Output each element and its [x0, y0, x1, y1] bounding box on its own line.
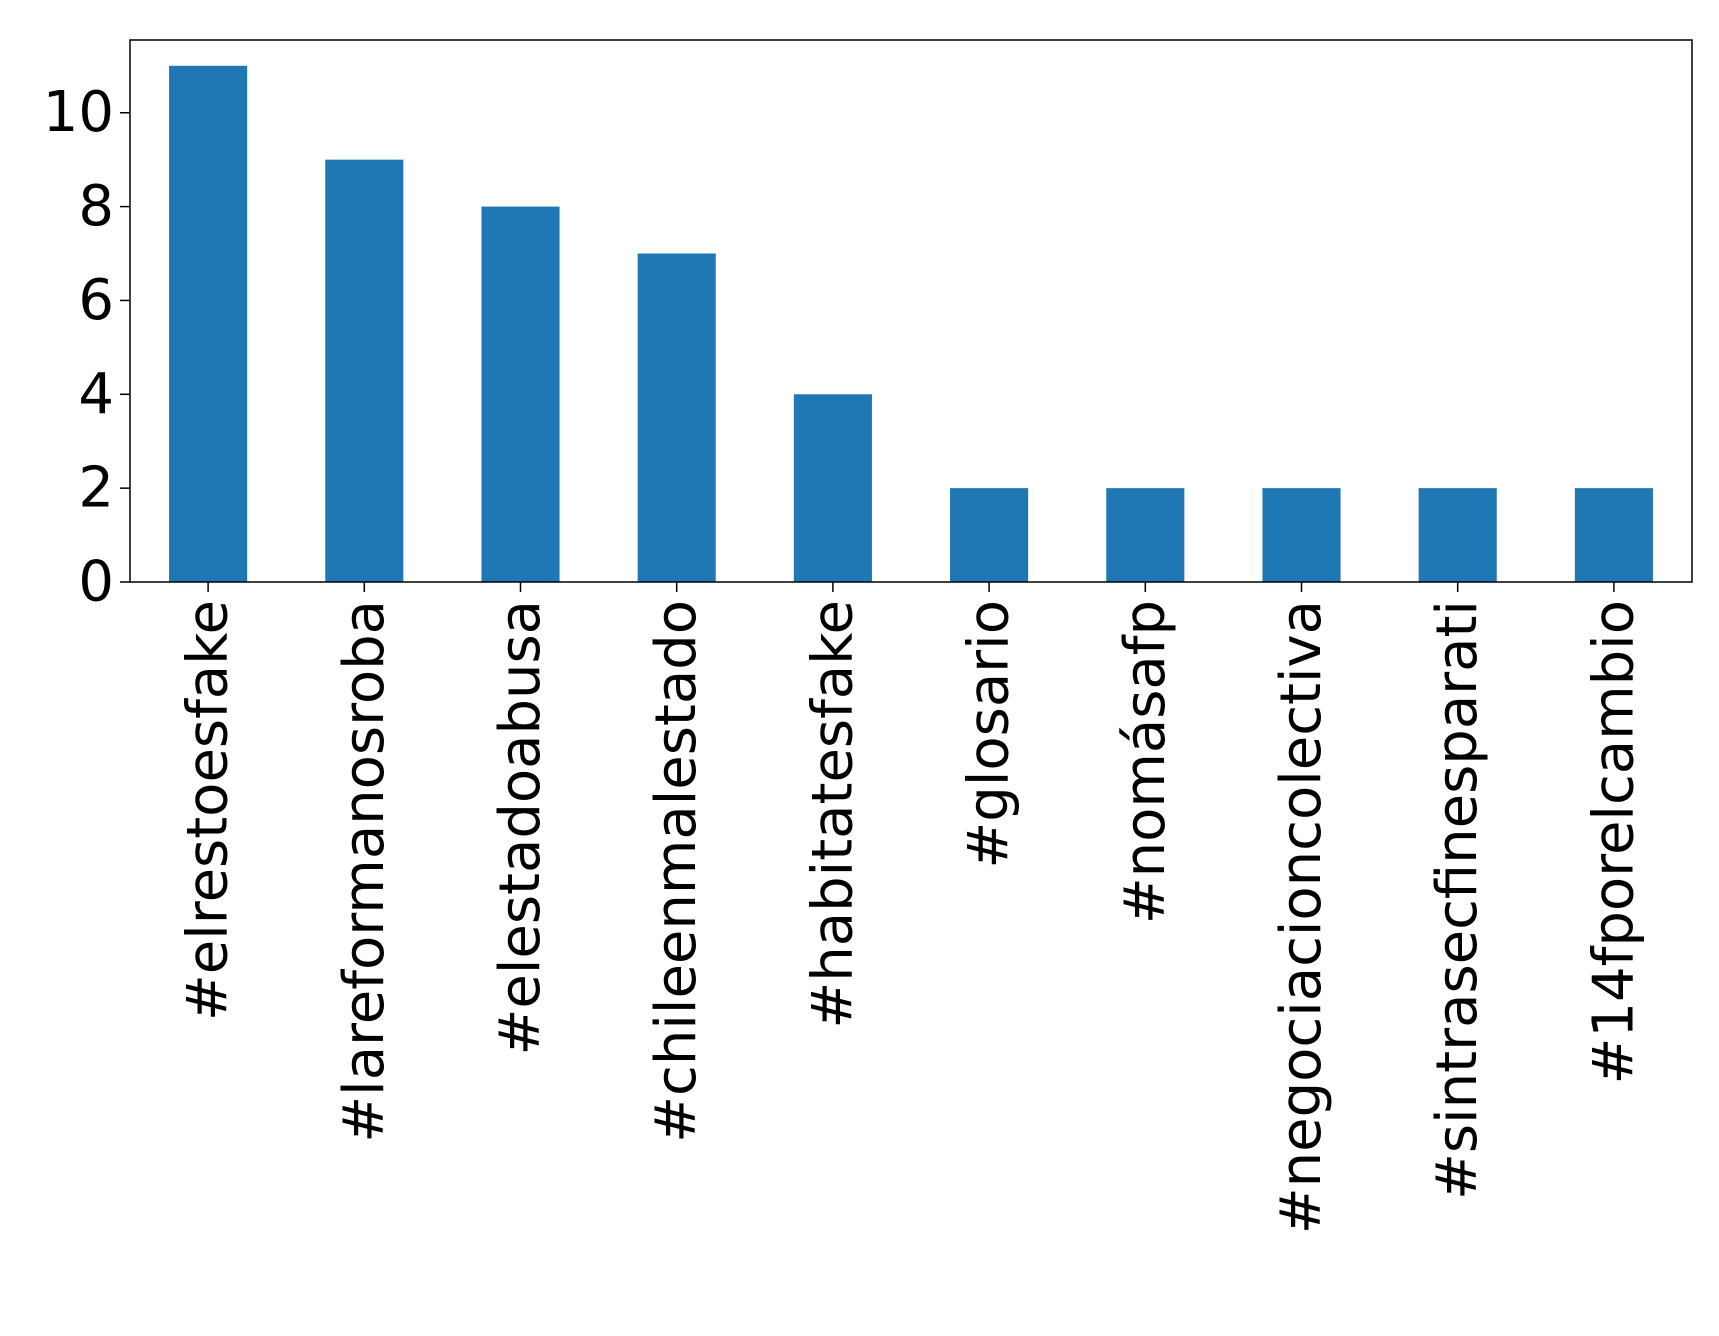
bar: [950, 488, 1029, 582]
x-tick-label: #glosario: [957, 600, 1022, 869]
bars-group: [169, 65, 1653, 583]
x-tick-label: #habitatesfake: [800, 600, 865, 1029]
y-tick-label: 6: [78, 268, 114, 333]
x-tick-label: #elrestoesfake: [176, 600, 241, 1021]
y-tick-label: 4: [78, 362, 114, 427]
x-tick-label: #sintrasecfinesparati: [1425, 600, 1490, 1200]
plot-frame: [129, 39, 1693, 583]
bar: [325, 159, 404, 582]
bar: [169, 65, 248, 583]
y-tick-label: 0: [78, 550, 114, 615]
y-tick-label: 8: [78, 174, 114, 239]
x-axis: #elrestoesfake #lareformanosroba #elestado…: [176, 582, 1646, 1234]
y-tick-label: 2: [78, 456, 114, 521]
bar: [1262, 488, 1341, 582]
bar: [1418, 488, 1497, 582]
x-tick-label: #lareformanosroba: [332, 600, 397, 1143]
x-tick-label: #elestadoabusa: [488, 600, 553, 1056]
x-tick-label: #14fporelcambio: [1581, 600, 1646, 1085]
y-axis: 0 2 4 6 8 10: [43, 80, 130, 615]
x-tick-label: #chileenmalestado: [644, 600, 709, 1143]
y-tick-label: 10: [43, 80, 114, 145]
bar: [1574, 488, 1653, 582]
bar: [793, 394, 872, 582]
bar: [637, 253, 716, 583]
bar: [1106, 488, 1185, 582]
x-tick-label: #nomásafp: [1113, 600, 1178, 924]
x-tick-label: #negociacioncolectiva: [1269, 600, 1334, 1234]
bar: [481, 206, 560, 582]
